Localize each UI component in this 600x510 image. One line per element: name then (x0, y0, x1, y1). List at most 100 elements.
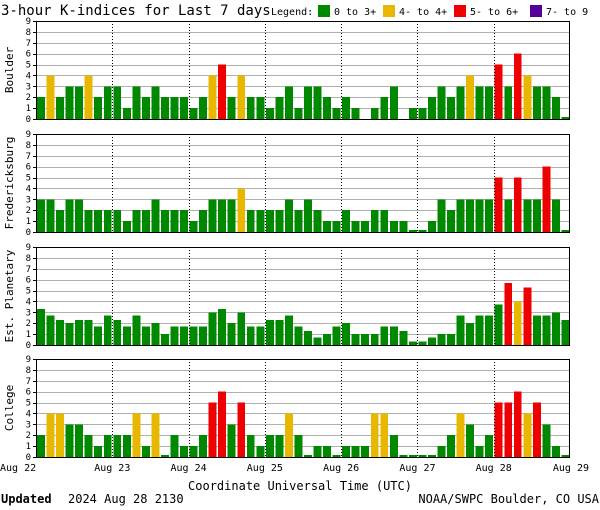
panel-frame (36, 21, 570, 120)
panel-frame (36, 134, 570, 233)
bar (304, 199, 312, 232)
bar (456, 413, 465, 457)
bar (122, 435, 131, 457)
bar (132, 413, 141, 457)
bar (361, 221, 370, 232)
bar (551, 446, 560, 457)
y-tick-label: 0 (26, 341, 31, 351)
y-tick-label: 3 (26, 308, 31, 318)
bar (485, 199, 494, 232)
bar (427, 454, 436, 457)
bar (332, 108, 341, 119)
bar (94, 210, 103, 232)
bar (342, 323, 351, 345)
bar (275, 319, 284, 345)
bar (380, 210, 389, 232)
bar (75, 319, 84, 345)
bar (542, 315, 551, 345)
bar (189, 221, 198, 232)
bar (122, 326, 131, 345)
bar (313, 210, 322, 232)
bar (551, 199, 560, 232)
bar (237, 402, 246, 457)
x-tick-label: Aug 25 (247, 463, 283, 474)
bar (218, 309, 227, 345)
bar (418, 454, 427, 457)
bar (447, 210, 455, 232)
bar (265, 210, 274, 232)
y-tick-label: 2 (26, 93, 31, 103)
bar (561, 454, 570, 457)
bar (437, 86, 446, 119)
y-tick-label: 6 (26, 50, 31, 60)
bar (113, 210, 122, 232)
legend-swatch (454, 5, 466, 17)
bar (208, 312, 217, 345)
bar (75, 424, 84, 457)
bar (504, 199, 513, 232)
y-tick-label: 9 (26, 130, 31, 140)
bar (351, 221, 360, 232)
bar (246, 435, 255, 457)
bar (380, 413, 389, 457)
bar (132, 315, 141, 345)
bar (75, 86, 84, 119)
bar (475, 199, 484, 232)
bar (170, 97, 179, 119)
bar (332, 326, 341, 345)
y-tick-label: 3 (26, 420, 31, 430)
bar (561, 319, 570, 345)
bar (323, 97, 332, 119)
bar (542, 86, 551, 119)
legend: 0 to 3+ 4- to 4+ 5- to 6+ 7- to 9 (318, 5, 588, 18)
bar (37, 435, 45, 457)
bar (437, 199, 446, 232)
bar (351, 108, 360, 119)
x-tick-label: Aug 24 (171, 463, 207, 474)
y-tick-label: 6 (26, 276, 31, 286)
bar (466, 199, 475, 232)
bar (408, 454, 417, 457)
bar (351, 446, 360, 457)
bar (46, 413, 55, 457)
bar (160, 210, 169, 232)
bar (132, 210, 141, 232)
x-tick-label: Aug 23 (94, 463, 130, 474)
bar (523, 199, 532, 232)
bar (284, 86, 293, 119)
bar (94, 97, 103, 119)
y-tick-label: 9 (26, 355, 31, 365)
bar (275, 97, 284, 119)
y-tick-label: 1 (26, 442, 31, 452)
bar (361, 334, 370, 345)
bar (475, 315, 484, 345)
bar (46, 315, 55, 345)
chart-header: 3-hour K-indices for Last 7 days Legend:… (1, 3, 588, 19)
bar (475, 446, 484, 457)
bar (170, 326, 179, 345)
legend-swatch (530, 5, 542, 17)
bar (447, 334, 455, 345)
bar (389, 86, 398, 119)
bar (304, 86, 312, 119)
x-tick-label: Aug 29 (553, 463, 589, 474)
bar (56, 319, 65, 345)
bar (256, 326, 265, 345)
bar (494, 402, 503, 457)
y-tick-label: 6 (26, 163, 31, 173)
bar (466, 323, 475, 345)
bar (256, 97, 265, 119)
y-tick-label: 9 (26, 243, 31, 253)
updated-value: 2024 Aug 28 2130 (68, 492, 184, 506)
bar (551, 97, 560, 119)
bar (513, 53, 522, 119)
station-label: Boulder (3, 46, 16, 93)
bar (160, 334, 169, 345)
y-tick-label: 3 (26, 82, 31, 92)
bar (218, 199, 227, 232)
y-tick-label: 6 (26, 388, 31, 398)
bar (180, 446, 188, 457)
bar (189, 326, 198, 345)
